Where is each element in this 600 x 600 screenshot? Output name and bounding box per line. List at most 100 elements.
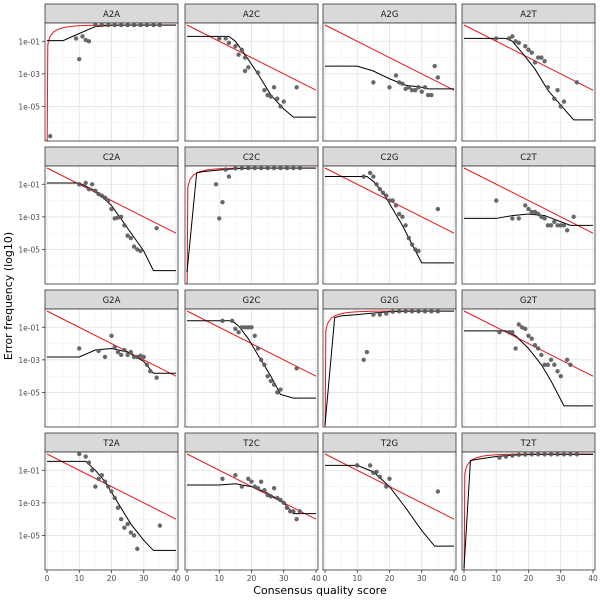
data-point bbox=[416, 85, 421, 90]
data-point bbox=[275, 96, 280, 101]
data-point bbox=[109, 489, 114, 494]
data-point bbox=[364, 349, 370, 355]
data-point bbox=[284, 166, 290, 171]
data-point bbox=[506, 329, 512, 335]
data-point bbox=[115, 349, 121, 355]
x-tick-label: 30 bbox=[139, 574, 149, 583]
data-point bbox=[516, 216, 522, 221]
data-point bbox=[109, 206, 114, 212]
x-tick-label: 40 bbox=[588, 574, 598, 583]
panel-border bbox=[44, 165, 179, 285]
data-point bbox=[157, 23, 163, 28]
data-point bbox=[223, 36, 228, 41]
facet-strip-label: G2T bbox=[520, 296, 538, 306]
data-point bbox=[516, 452, 522, 457]
data-point bbox=[422, 309, 428, 314]
data-point bbox=[409, 87, 415, 93]
x-tick-label: 0 bbox=[323, 574, 328, 583]
data-point bbox=[377, 474, 383, 479]
panel-border bbox=[461, 165, 596, 285]
data-point bbox=[278, 497, 283, 503]
facet-strip-label: C2A bbox=[103, 153, 120, 163]
data-point bbox=[220, 199, 225, 205]
x-tick-label: 40 bbox=[449, 574, 459, 583]
data-point bbox=[138, 23, 143, 28]
data-point bbox=[565, 357, 570, 363]
data-point bbox=[268, 494, 274, 499]
plot-layer bbox=[463, 310, 594, 407]
plot-layer bbox=[46, 310, 177, 380]
data-point bbox=[109, 333, 114, 339]
nominal-error-line bbox=[324, 24, 455, 91]
data-point bbox=[268, 94, 274, 99]
data-point bbox=[131, 244, 137, 249]
data-point bbox=[429, 309, 434, 314]
data-point bbox=[435, 206, 441, 212]
data-point bbox=[73, 36, 79, 41]
data-point bbox=[112, 344, 117, 350]
panel-border bbox=[322, 165, 457, 285]
data-point bbox=[400, 81, 405, 86]
data-point bbox=[226, 40, 232, 46]
data-point bbox=[239, 325, 245, 330]
data-point bbox=[125, 352, 130, 358]
data-point bbox=[384, 311, 389, 316]
data-point bbox=[99, 472, 105, 478]
data-point bbox=[233, 166, 238, 171]
plot-layer bbox=[463, 452, 594, 570]
data-point bbox=[535, 452, 541, 457]
x-tick-label: 0 bbox=[185, 574, 190, 583]
y-tick-label: 1e-03 bbox=[18, 499, 40, 508]
data-point bbox=[106, 484, 111, 489]
x-tick-label: 30 bbox=[279, 574, 289, 583]
data-point bbox=[265, 166, 270, 171]
data-point bbox=[529, 50, 534, 55]
y-tick-label: 1e-03 bbox=[18, 213, 40, 222]
data-point bbox=[367, 463, 373, 468]
facet-a2c: A2C bbox=[184, 3, 319, 142]
data-point bbox=[291, 509, 296, 514]
facet-strip-label: C2C bbox=[243, 153, 260, 163]
data-point bbox=[233, 43, 238, 49]
plot-layer bbox=[46, 452, 177, 552]
x-axis-label: Consensus quality score bbox=[253, 584, 387, 597]
x-tick-label: 20 bbox=[247, 574, 257, 583]
data-point bbox=[157, 523, 163, 528]
data-point bbox=[226, 174, 232, 179]
data-point bbox=[271, 485, 277, 491]
data-point bbox=[77, 56, 82, 62]
data-point bbox=[555, 369, 560, 374]
data-point bbox=[86, 186, 92, 192]
data-point bbox=[236, 329, 241, 335]
data-point bbox=[249, 479, 254, 484]
data-point bbox=[112, 23, 117, 28]
data-point bbox=[236, 52, 241, 57]
data-point bbox=[426, 92, 431, 98]
data-point bbox=[403, 309, 408, 314]
data-point bbox=[371, 174, 376, 179]
data-point bbox=[297, 509, 303, 514]
data-point bbox=[255, 346, 261, 351]
data-point bbox=[377, 312, 383, 317]
data-point bbox=[131, 23, 137, 28]
data-point bbox=[526, 206, 531, 212]
data-point bbox=[233, 326, 238, 332]
y-tick-label: 1e-03 bbox=[18, 356, 40, 365]
x-tick-label: 40 bbox=[311, 574, 321, 583]
data-point bbox=[558, 223, 563, 228]
facet-a2g: A2G bbox=[322, 3, 457, 142]
data-point bbox=[416, 248, 421, 254]
data-point bbox=[555, 223, 560, 228]
data-point bbox=[93, 188, 98, 193]
data-point bbox=[77, 346, 82, 351]
data-point bbox=[545, 85, 551, 90]
data-point bbox=[118, 352, 124, 358]
data-point bbox=[523, 203, 528, 208]
data-point bbox=[355, 463, 360, 468]
data-point bbox=[99, 23, 105, 28]
plot-layer bbox=[463, 167, 594, 234]
data-point bbox=[535, 211, 541, 217]
data-point bbox=[118, 516, 124, 522]
data-point bbox=[297, 166, 303, 171]
facet-c2c: C2C bbox=[184, 146, 319, 285]
